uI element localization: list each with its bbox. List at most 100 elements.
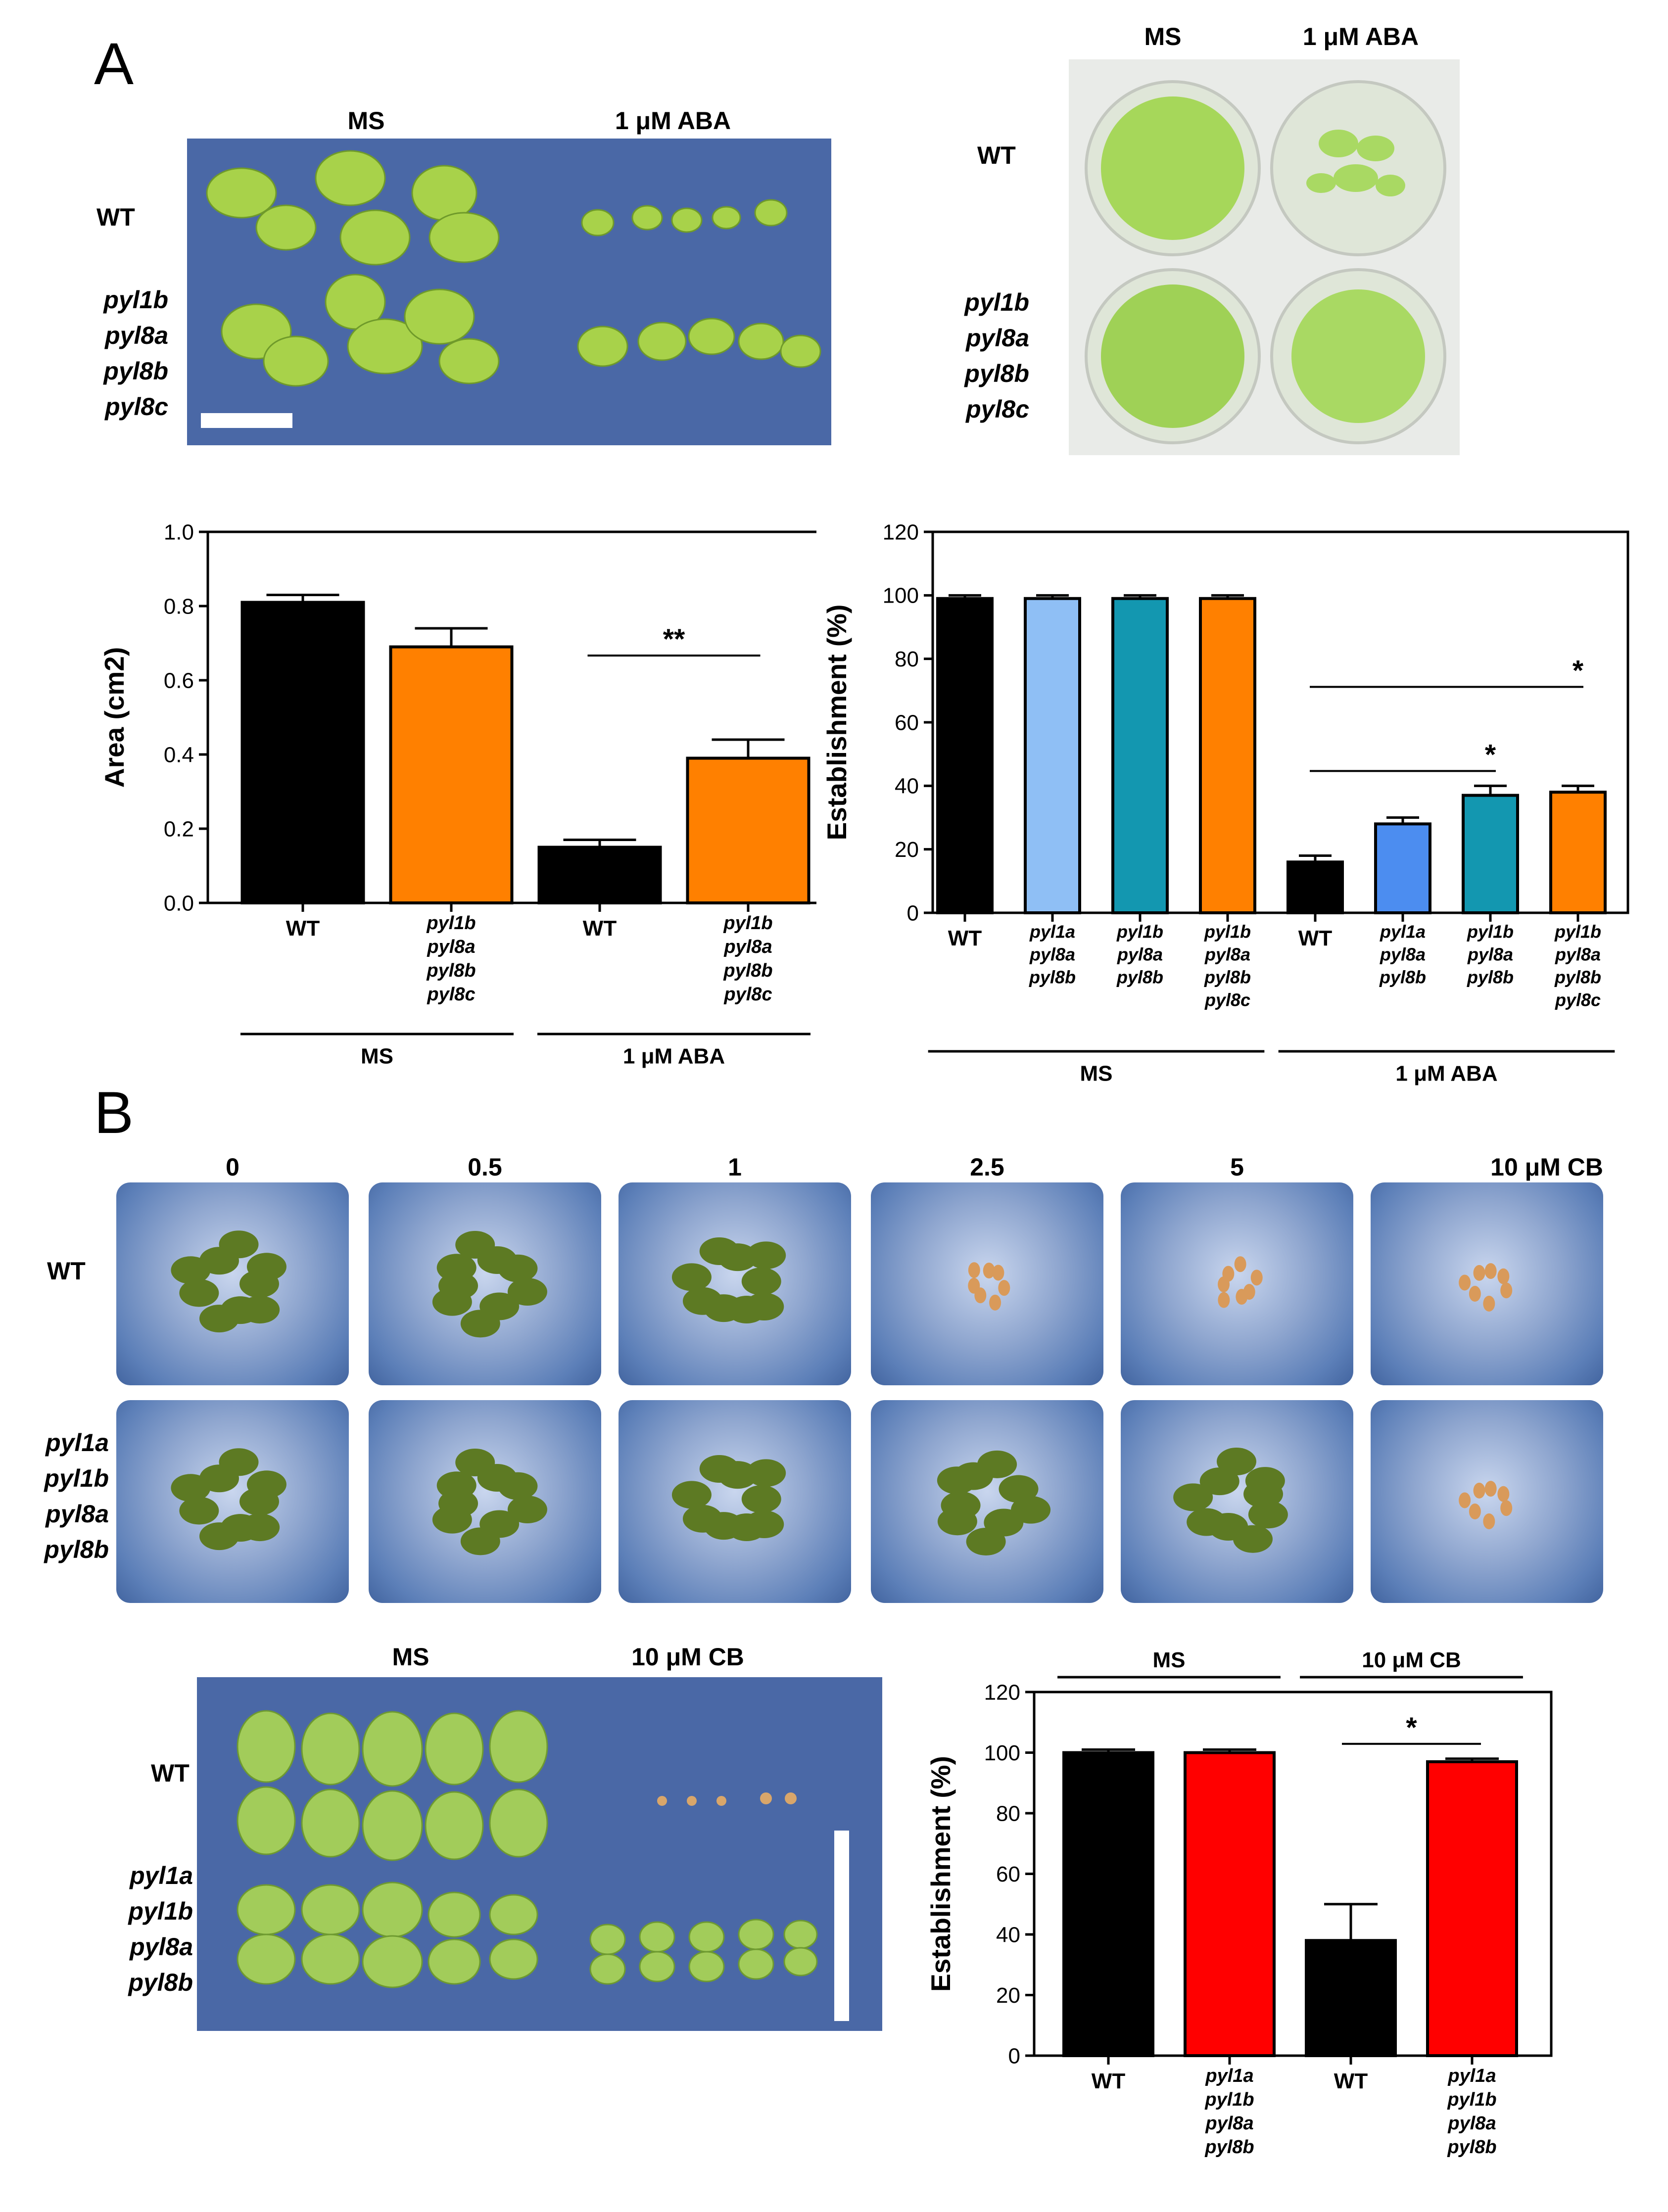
photo-a-right-col-ms: MS <box>1144 23 1182 50</box>
dose-label: 0.5 <box>468 1153 502 1181</box>
panel-letter-b: B <box>94 1080 134 1146</box>
seedlings-in-dish <box>671 1237 786 1324</box>
bar <box>537 846 662 904</box>
x-category-label: WT <box>1298 926 1333 950</box>
x-category-label: pyl1b <box>1447 2089 1496 2110</box>
x-category-label: pyl8b <box>1204 2137 1254 2158</box>
seedlings-in-dish <box>171 1230 286 1333</box>
seedling-photo-a-right <box>1069 59 1460 455</box>
photo-b-col-ms: MS <box>392 1643 429 1671</box>
y-tick-label: 100 <box>883 584 919 608</box>
bar <box>1426 1760 1518 2057</box>
x-category-label: pyl8a <box>1117 944 1163 964</box>
x-category-label: pyl8c <box>1555 989 1601 1010</box>
x-category-label: pyl1a <box>1029 921 1075 941</box>
dose-label: 0 <box>226 1153 239 1181</box>
chart-area: 0.0 0.2 0.4 0.6 0.8 1.0 Area (cm2) WT pyl1b pyl8a… <box>99 520 816 1068</box>
dose-label: 1 <box>728 1153 742 1181</box>
y-tick-label: 0.8 <box>164 594 194 618</box>
x-category-label: pyl8c <box>723 984 772 1005</box>
y-axis-label: Area (cm2) <box>99 647 130 788</box>
group-label: 1 μM ABA <box>1395 1061 1497 1085</box>
x-category-label: pyl8b <box>1029 967 1076 987</box>
significance-mark: ** <box>663 623 685 655</box>
seedling-photo-a-left <box>187 139 831 445</box>
dish-wt <box>1371 1182 1603 1385</box>
y-tick-label: 20 <box>895 838 919 862</box>
dose-label: 5 <box>1230 1153 1244 1181</box>
x-category-label: pyl1b <box>1116 921 1163 941</box>
bar <box>1305 1939 1397 2057</box>
x-category-label: WT <box>583 916 617 941</box>
dish-mutant <box>369 1400 601 1603</box>
chart-establishment-aba: 0 20 40 60 80 100 120 Establishment (%) WT pyl1a p… <box>821 520 1629 1085</box>
x-category-label: pyl8b <box>723 960 772 981</box>
scale-bar-b <box>834 1831 849 2021</box>
dish-mutant <box>116 1400 349 1603</box>
panel-letter-a: A <box>94 31 134 97</box>
seedlings-in-dish <box>432 1448 547 1555</box>
significance-mark: * <box>1485 739 1496 770</box>
photo-b-row-mutant: pyl1a pyl1b pyl8a pyl8b <box>128 1862 193 1996</box>
y-tick-label: 20 <box>996 1983 1020 2008</box>
dish-wt <box>871 1182 1103 1385</box>
plot-frame <box>206 530 816 904</box>
dish-mutant <box>1121 1400 1353 1603</box>
dish-wt <box>619 1182 851 1385</box>
group-label: MS <box>1080 1061 1113 1085</box>
seedlings-in-dish <box>671 1455 786 1542</box>
x-category-label: pyl8c <box>427 984 475 1005</box>
seedlings-in-dish <box>1459 1263 1513 1312</box>
x-category-label: WT <box>1092 2069 1126 2093</box>
y-tick-label: 0.4 <box>164 743 194 767</box>
y-tick-label: 40 <box>996 1923 1020 1947</box>
group-label: MS <box>361 1044 393 1068</box>
dish-wt <box>369 1182 601 1385</box>
photo-a-right-row-mutant: pyl1b pyl8a pyl8b pyl8c <box>964 288 1029 423</box>
x-category-label: pyl8a <box>1447 2113 1496 2134</box>
x-category-label: pyl8a <box>1029 944 1075 964</box>
bar <box>1111 597 1169 914</box>
bar <box>1374 822 1431 914</box>
x-category-label: pyl8b <box>1116 967 1163 987</box>
x-category-label: pyl8a <box>1205 2113 1253 2134</box>
dose-label: 10 μM CB <box>1490 1153 1603 1181</box>
x-category-label: pyl8b <box>1447 2137 1496 2158</box>
dish-mutant <box>871 1400 1103 1603</box>
photo-a-right-col-aba: 1 μM ABA <box>1302 23 1419 50</box>
y-tick-label: 100 <box>984 1741 1020 1765</box>
group-label: 1 μM ABA <box>623 1044 725 1068</box>
seedling-photo-b <box>197 1677 882 2031</box>
seedlings-in-dish <box>1459 1481 1513 1529</box>
seedlings-in-dish <box>1173 1448 1288 1553</box>
y-tick-label: 0.6 <box>164 668 194 693</box>
bar <box>686 756 810 904</box>
bar <box>936 597 994 914</box>
bar <box>1549 791 1607 915</box>
dish-wt <box>1121 1182 1353 1385</box>
dish-mutant <box>619 1400 851 1603</box>
dish-mutant <box>1371 1400 1603 1603</box>
x-category-label: pyl1b <box>1204 2089 1254 2110</box>
bar <box>1024 597 1081 914</box>
bar <box>389 645 514 904</box>
x-category-label: pyl1b <box>723 913 772 934</box>
group-label: MS <box>1153 1648 1186 1672</box>
cotyledons-illustration <box>237 1710 818 1988</box>
y-axis-label: Establishment (%) <box>821 605 852 841</box>
y-tick-label: 1.0 <box>164 520 194 544</box>
y-axis-label: Establishment (%) <box>925 1756 956 1992</box>
x-category-label: pyl8c <box>1204 989 1250 1010</box>
bar <box>1184 1751 1276 2057</box>
x-category-label: WT <box>286 916 320 941</box>
seedlings-in-dish <box>171 1448 286 1551</box>
bar <box>1199 597 1256 914</box>
x-category-label: pyl8b <box>1379 967 1426 987</box>
x-category-label: pyl8b <box>426 960 476 981</box>
photo-b-row-wt: WT <box>151 1759 190 1787</box>
chart-establishment-cb: 0 20 40 60 80 100 120 Establishment (%) WT pyl1a p… <box>925 1648 1553 2158</box>
photo-a-left-col-ms: MS <box>347 107 385 135</box>
seedlings-in-dish <box>1218 1256 1263 1308</box>
y-tick-label: 0 <box>907 901 919 925</box>
photo-b-col-cb: 10 μM CB <box>631 1643 744 1671</box>
